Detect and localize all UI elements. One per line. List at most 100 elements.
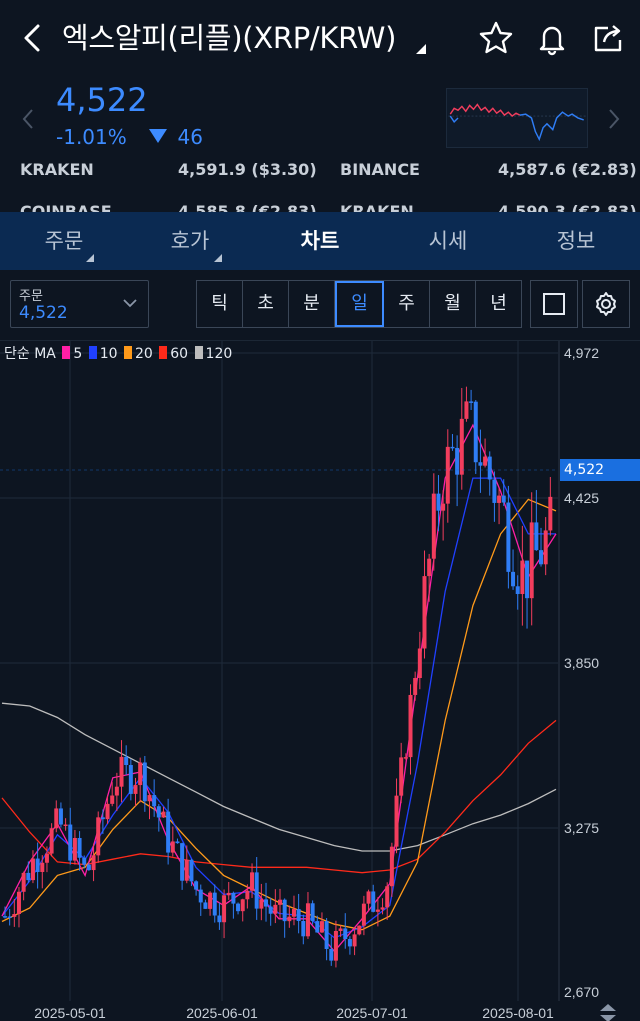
candle-body [347,939,352,947]
candle-body [389,846,394,887]
candle-body [12,914,17,917]
y-tick-label: 3,850 [564,655,599,671]
candle-body [319,921,324,933]
candle-body [264,899,269,907]
mini-price-chart[interactable] [446,88,588,148]
candle-body [7,916,12,918]
y-tick-label: 3,275 [564,820,599,836]
star-icon[interactable] [476,18,516,58]
candle-body [394,795,399,847]
period-year[interactable]: 년 [490,293,507,314]
period-day[interactable]: 일 [335,281,384,327]
candle-body [469,401,474,403]
candle-body [138,762,143,786]
candle-body [375,909,380,912]
candlestick-chart[interactable]: 4,972 4,425 3,850 3,275 2,670 2025-05-01 2025-… [0,340,640,1021]
candle-body [156,806,161,818]
candle-body [236,903,241,912]
caret-down-icon[interactable] [416,44,426,54]
candle-body [250,872,255,891]
candle-body [333,930,338,961]
share-icon[interactable] [588,18,628,58]
period-week[interactable]: 주 [384,281,430,327]
candle-body [91,855,96,871]
candle-body [194,881,199,890]
candle-body [110,795,115,804]
candle-body [273,904,278,914]
app-header: 엑스알피(리플)(XRP/KRW) [0,0,640,80]
exchange-name: KRAKEN [340,202,414,212]
current-price-tag: 4,522 [560,459,640,481]
chevron-right-icon[interactable] [604,104,624,134]
legend-swatch [62,346,71,359]
candle-body [35,858,40,872]
candle-body [371,891,376,912]
candle-body [40,862,45,872]
candle-body [413,678,418,695]
legend-prefix: 단순 MA [4,346,56,362]
tab-chart[interactable]: 차트 [300,229,340,253]
tab-info[interactable]: 정보 [556,229,596,253]
candle-body [175,841,180,844]
candle-body [161,811,166,818]
candle-body [222,895,227,923]
candle-body [338,928,343,931]
tab-orderbook[interactable]: 호가 [170,229,210,253]
candle-body [254,872,259,909]
tab-market-price[interactable]: 시세 [428,229,468,253]
legend-swatch [123,346,132,359]
sort-up-icon [600,1004,616,1011]
fullscreen-button[interactable] [530,280,578,328]
exchange-value: 4,587.6 (€2.83) [498,162,637,179]
chart-canvas[interactable]: 4,972 4,425 3,850 3,275 2,670 2025-05-01 2025-… [0,341,640,1021]
gear-icon [596,292,616,316]
order-price-selector[interactable]: 주문 4,522 [10,280,149,328]
candle-body [166,811,171,853]
candle-body [455,447,460,475]
candle-body [82,857,87,865]
legend-label: 60 [170,346,189,362]
change-amount: 46 [177,125,203,149]
candle-body [385,886,390,908]
candle-body [16,891,21,915]
chevron-left-icon[interactable] [18,104,38,134]
candle-body [231,892,236,904]
candle-body [520,560,525,595]
bell-icon[interactable] [532,18,572,58]
candle-body [305,903,310,937]
candle-body [459,418,464,475]
candle-body [483,456,488,466]
x-tick-label: 2025-06-01 [186,1005,258,1021]
candle-body [445,446,450,504]
candle-body [119,756,124,787]
chevron-down-icon [123,299,137,308]
candle-body [282,899,287,922]
candle-body [105,803,110,820]
legend-label: 5 [73,346,83,362]
exchange-value: 4,590.3 (€2.83) [498,202,637,212]
ma-line [1,423,557,953]
square-icon [543,293,565,315]
settings-button[interactable] [582,280,630,328]
period-tick[interactable]: 틱 [197,281,243,327]
exchange-name: BINANCE [340,162,420,179]
candle-body [217,915,222,923]
candle-body [399,757,404,796]
candle-body [539,550,544,565]
ma-line [1,477,556,939]
candle-body [54,808,59,829]
price-change: -1.01% 46 [56,124,203,150]
period-month[interactable]: 월 [430,281,476,327]
legend-label: 120 [205,346,233,362]
candle-body [436,493,441,511]
page-title[interactable]: 엑스알피(리플)(XRP/KRW) [62,21,397,55]
tab-order[interactable]: 주문 [44,229,84,253]
caret-icon [214,254,222,262]
candle-body [296,909,301,921]
candle-body [184,859,189,881]
candle-body [259,899,264,909]
candle-body [492,479,497,503]
back-icon[interactable] [18,18,48,58]
period-second[interactable]: 초 [243,281,289,327]
period-minute[interactable]: 분 [289,281,335,327]
